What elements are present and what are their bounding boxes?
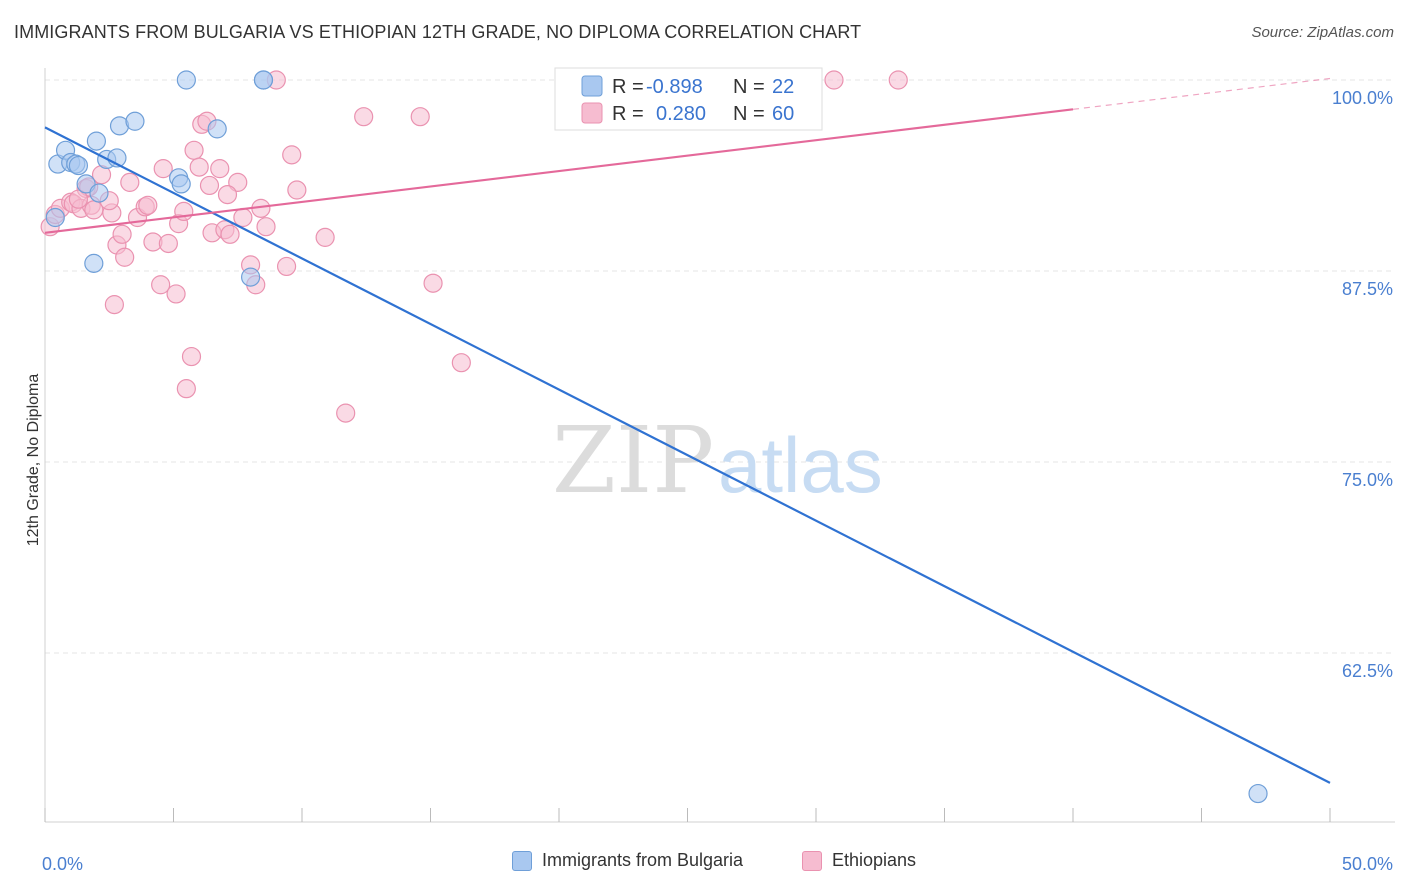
legend-swatch-ethiopians <box>802 850 822 871</box>
ethiopians-point-40 <box>287 180 307 200</box>
stats-r-value-ethiopians: 0.280 <box>656 103 706 125</box>
ethiopians-point-23 <box>181 346 202 367</box>
stats-r-value-bulgaria: -0.898 <box>646 76 703 98</box>
stats-r-label-ethiopians: R = <box>612 103 644 125</box>
bulgaria-point-5 <box>68 155 89 176</box>
y-axis-label: 12th Grade, No Diploma <box>25 374 42 547</box>
ethiopians-point-39 <box>282 145 302 165</box>
bottom-legend: Immigrants from Bulgaria Ethiopians <box>0 850 1406 878</box>
bulgaria-point-14 <box>171 174 191 194</box>
y-tick-labels: 62.5% 75.0% 87.5% 100.0% <box>1332 88 1393 681</box>
ethiopians-point-43 <box>354 107 374 127</box>
ethiopians-point-46 <box>451 353 471 373</box>
ethiopians-point-32 <box>228 172 248 192</box>
y-tick-label-2: 87.5% <box>1342 279 1393 299</box>
legend-item-bulgaria[interactable]: Immigrants from Bulgaria <box>512 850 743 871</box>
ethiopians-point-58 <box>104 295 124 315</box>
ethiopians-point-38 <box>276 256 297 277</box>
ethiopians-point-29 <box>210 159 230 179</box>
ethiopians-point-48 <box>824 70 844 90</box>
ethiopians-point-18 <box>158 233 178 254</box>
ethiopians-point-57 <box>112 224 132 244</box>
watermark-atlas: atlas <box>718 421 883 509</box>
y-tick-label-3: 100.0% <box>1332 88 1393 108</box>
ethiopians-point-41 <box>315 227 335 247</box>
ethiopians-point-19 <box>166 284 186 304</box>
ethiopians-point-42 <box>336 403 356 423</box>
ethiopians-point-44 <box>410 107 430 127</box>
x-tick-label-0: 0.0% <box>42 854 83 874</box>
stats-legend-swatch-ethiopians <box>581 102 603 124</box>
gridlines <box>45 79 1395 654</box>
ethiopians-point-55 <box>217 185 238 205</box>
legend-label-ethiopians: Ethiopians <box>832 850 917 870</box>
bulgaria-point-19 <box>84 253 104 273</box>
stats-n-label-bulgaria: N = <box>733 76 765 98</box>
ethiopians-point-17 <box>153 159 173 179</box>
stats-n-value-bulgaria: 22 <box>772 76 794 98</box>
trend-lines <box>44 77 1331 784</box>
stats-legend-swatch-bulgaria <box>581 75 603 97</box>
axes <box>44 68 1395 823</box>
ethiopians-point-25 <box>189 157 209 177</box>
watermark-zip: ZIP <box>552 407 714 514</box>
stats-r-label-bulgaria: R = <box>612 76 644 98</box>
ethiopians-point-12 <box>115 247 135 267</box>
bulgaria-point-0 <box>45 207 65 228</box>
ethiopians-point-31 <box>220 224 240 244</box>
bulgaria-point-21 <box>1248 783 1268 804</box>
ethiopians-point-53 <box>138 195 158 215</box>
y-tick-label-1: 75.0% <box>1342 470 1393 490</box>
ethiopians-point-22 <box>176 379 196 399</box>
bulgaria-point-20 <box>241 267 261 287</box>
ethiopians-point-16 <box>151 275 171 295</box>
series-bulgaria-points <box>45 70 1268 804</box>
legend-label-bulgaria: Immigrants from Bulgaria <box>542 850 744 870</box>
ethiopians-point-45 <box>423 273 443 293</box>
watermark: ZIP atlas <box>552 407 883 514</box>
source-credit: Source: ZipAtlas.com <box>1251 24 1394 41</box>
trend-line-bulgaria <box>44 126 1331 784</box>
bulgaria-point-18 <box>253 70 274 90</box>
trend-line-ethiopians-extrapolated <box>1072 77 1331 110</box>
bulgaria-point-12 <box>125 111 145 131</box>
x-tick-labels: 0.0% 50.0% <box>42 854 1393 874</box>
bulgaria-point-15 <box>176 70 196 90</box>
ethiopians-point-59 <box>68 189 89 209</box>
y-tick-label-0: 62.5% <box>1342 661 1393 681</box>
ethiopians-point-49 <box>888 70 908 90</box>
bulgaria-point-7 <box>86 131 107 151</box>
stats-legend: R = -0.898 N = 22 R = 0.280 N = 60 <box>554 67 823 131</box>
legend-item-ethiopians[interactable]: Ethiopians <box>802 850 916 871</box>
bulgaria-point-16 <box>207 119 227 139</box>
ethiopians-point-54 <box>199 175 220 196</box>
ethiopians-point-24 <box>184 140 204 160</box>
stats-n-value-ethiopians: 60 <box>772 103 794 125</box>
chart-title: IMMIGRANTS FROM BULGARIA VS ETHIOPIAN 12… <box>14 22 862 42</box>
stats-n-label-ethiopians: N = <box>733 103 765 125</box>
ethiopians-point-33 <box>233 207 253 228</box>
x-tick-label-1: 50.0% <box>1342 854 1393 874</box>
bulgaria-point-8 <box>89 183 109 203</box>
ethiopians-point-50 <box>120 172 140 192</box>
legend-swatch-bulgaria <box>512 850 532 871</box>
ethiopians-point-36 <box>256 217 276 237</box>
trend-line-ethiopians <box>44 108 1074 234</box>
